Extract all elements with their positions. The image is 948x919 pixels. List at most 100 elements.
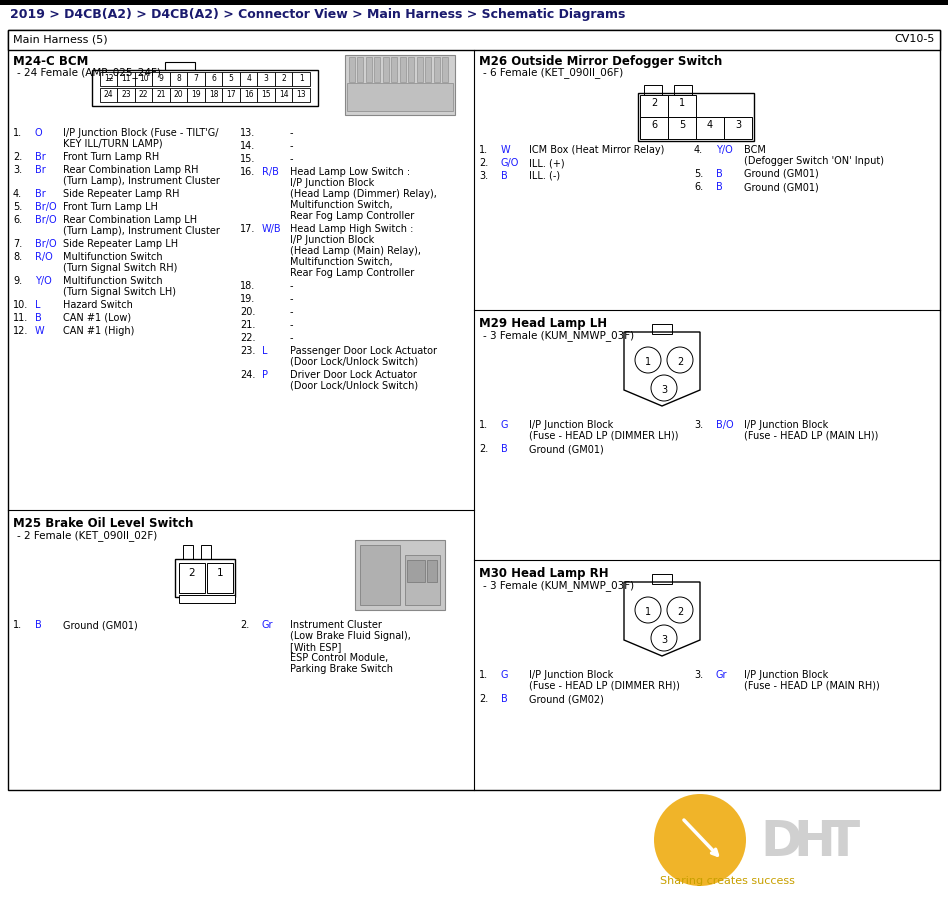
Bar bbox=[118, 72, 135, 86]
Text: 11: 11 bbox=[121, 74, 131, 83]
Text: 1: 1 bbox=[679, 98, 685, 108]
Text: Instrument Cluster: Instrument Cluster bbox=[290, 620, 382, 630]
Text: -: - bbox=[290, 294, 294, 304]
Circle shape bbox=[635, 597, 661, 623]
Text: W: W bbox=[501, 145, 511, 155]
Text: L: L bbox=[35, 300, 41, 310]
Bar bbox=[355, 540, 445, 610]
Text: 8.: 8. bbox=[13, 252, 22, 262]
Text: 7.: 7. bbox=[13, 239, 22, 249]
Text: Ground (GM02): Ground (GM02) bbox=[529, 694, 604, 704]
Text: BCM: BCM bbox=[744, 145, 766, 155]
Bar bbox=[407, 560, 425, 582]
Text: I/P Junction Block: I/P Junction Block bbox=[744, 420, 829, 430]
Bar bbox=[8, 30, 940, 50]
Text: -: - bbox=[290, 128, 294, 138]
Text: (Fuse - HEAD LP (DIMMER RH)): (Fuse - HEAD LP (DIMMER RH)) bbox=[529, 681, 680, 691]
Text: 17.: 17. bbox=[240, 224, 255, 234]
Bar bbox=[668, 95, 696, 117]
Text: CV10-5: CV10-5 bbox=[895, 34, 935, 44]
Text: 1: 1 bbox=[645, 357, 651, 367]
Bar bbox=[293, 72, 310, 86]
Bar bbox=[170, 72, 188, 86]
Text: (Fuse - HEAD LP (DIMMER LH)): (Fuse - HEAD LP (DIMMER LH)) bbox=[529, 431, 679, 441]
Text: 2019 > D4CB(A2) > D4CB(A2) > Connector View > Main Harness > Schematic Diagrams: 2019 > D4CB(A2) > D4CB(A2) > Connector V… bbox=[10, 8, 626, 21]
Text: 2.: 2. bbox=[479, 158, 488, 168]
Bar bbox=[258, 88, 275, 102]
Text: Front Turn Lamp LH: Front Turn Lamp LH bbox=[63, 202, 158, 212]
Text: 1.: 1. bbox=[479, 420, 488, 430]
Text: 3: 3 bbox=[661, 635, 667, 645]
Bar bbox=[100, 72, 118, 86]
Bar bbox=[170, 88, 188, 102]
Bar bbox=[409, 57, 414, 82]
Bar bbox=[405, 555, 440, 605]
Bar bbox=[644, 85, 662, 95]
Bar bbox=[426, 57, 431, 82]
Bar bbox=[207, 563, 233, 593]
Text: 21.: 21. bbox=[240, 320, 255, 330]
Text: (Defogger Switch 'ON' Input): (Defogger Switch 'ON' Input) bbox=[744, 156, 884, 166]
Text: I/P Junction Block (Fuse - TILT'G/: I/P Junction Block (Fuse - TILT'G/ bbox=[63, 128, 218, 138]
Text: Y/O: Y/O bbox=[35, 276, 52, 286]
Text: (Low Brake Fluid Signal),: (Low Brake Fluid Signal), bbox=[290, 631, 410, 641]
Text: M30 Head Lamp RH: M30 Head Lamp RH bbox=[479, 567, 609, 580]
Text: G/O: G/O bbox=[501, 158, 520, 168]
Bar bbox=[205, 72, 223, 86]
Text: H: H bbox=[793, 818, 835, 866]
Text: - 3 Female (KUM_NMWP_03F): - 3 Female (KUM_NMWP_03F) bbox=[483, 580, 634, 591]
Text: 2: 2 bbox=[651, 98, 657, 108]
Text: 1.: 1. bbox=[13, 128, 22, 138]
Bar bbox=[674, 85, 692, 95]
Text: M25 Brake Oil Level Switch: M25 Brake Oil Level Switch bbox=[13, 517, 193, 530]
Text: - 24 Female (AMP_025_24F): - 24 Female (AMP_025_24F) bbox=[17, 67, 161, 78]
Bar bbox=[400, 57, 406, 82]
Circle shape bbox=[635, 347, 661, 373]
Text: 2.: 2. bbox=[479, 444, 488, 454]
Text: Rear Fog Lamp Controller: Rear Fog Lamp Controller bbox=[290, 268, 414, 278]
Text: Multifunction Switch: Multifunction Switch bbox=[63, 276, 163, 286]
Bar bbox=[223, 72, 240, 86]
Text: ESP Control Module,: ESP Control Module, bbox=[290, 653, 389, 663]
Text: 15.: 15. bbox=[240, 154, 255, 164]
Bar bbox=[275, 88, 293, 102]
Text: 15: 15 bbox=[262, 90, 271, 99]
Text: I/P Junction Block: I/P Junction Block bbox=[290, 235, 374, 245]
Text: Sharing creates success: Sharing creates success bbox=[660, 876, 794, 886]
Text: I/P Junction Block: I/P Junction Block bbox=[529, 420, 613, 430]
Text: ILL. (-): ILL. (-) bbox=[529, 171, 560, 181]
Text: B: B bbox=[501, 444, 508, 454]
Bar bbox=[427, 560, 437, 582]
Text: 5: 5 bbox=[679, 120, 685, 130]
Text: Rear Combination Lamp RH: Rear Combination Lamp RH bbox=[63, 165, 198, 175]
Text: Passenger Door Lock Actuator: Passenger Door Lock Actuator bbox=[290, 346, 437, 356]
Text: 1.: 1. bbox=[479, 670, 488, 680]
Text: 5.: 5. bbox=[694, 169, 703, 179]
Circle shape bbox=[667, 597, 693, 623]
Text: 3: 3 bbox=[661, 385, 667, 395]
Bar bbox=[258, 72, 275, 86]
Text: 13.: 13. bbox=[240, 128, 255, 138]
Bar bbox=[652, 324, 672, 334]
Text: Ground (GM01): Ground (GM01) bbox=[529, 444, 604, 454]
Bar bbox=[696, 117, 724, 139]
Text: Br: Br bbox=[35, 165, 46, 175]
Bar bbox=[357, 57, 363, 82]
Text: Multifunction Switch,: Multifunction Switch, bbox=[290, 257, 392, 267]
Text: 3.: 3. bbox=[479, 171, 488, 181]
Text: B: B bbox=[35, 313, 42, 323]
Text: 9.: 9. bbox=[13, 276, 22, 286]
Text: I/P Junction Block: I/P Junction Block bbox=[290, 178, 374, 188]
Text: [With ESP]: [With ESP] bbox=[290, 642, 341, 652]
Text: (Fuse - HEAD LP (MAIN LH)): (Fuse - HEAD LP (MAIN LH)) bbox=[744, 431, 879, 441]
Bar bbox=[383, 57, 389, 82]
Bar bbox=[92, 70, 318, 106]
Text: Ground (GM01): Ground (GM01) bbox=[744, 182, 819, 192]
Text: 8: 8 bbox=[176, 74, 181, 83]
Text: -: - bbox=[290, 333, 294, 343]
Bar bbox=[240, 88, 258, 102]
Text: 1: 1 bbox=[299, 74, 303, 83]
Text: Rear Combination Lamp LH: Rear Combination Lamp LH bbox=[63, 215, 197, 225]
Text: B: B bbox=[501, 694, 508, 704]
Text: Multifunction Switch,: Multifunction Switch, bbox=[290, 200, 392, 210]
